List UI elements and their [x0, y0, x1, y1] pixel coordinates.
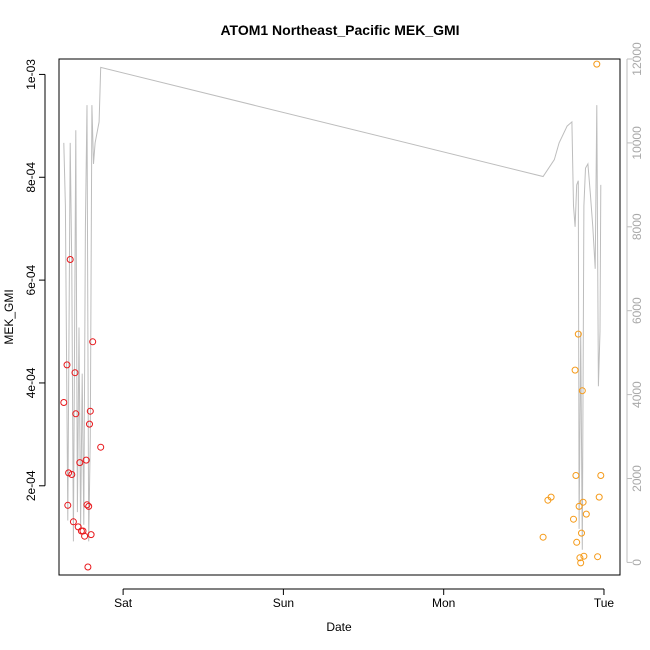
y-axis-left: 2e-04 4e-04 6e-04 8e-04 1e-03: [24, 59, 46, 501]
data-point-series-1: [89, 338, 97, 346]
y2-tick-label: 10000: [630, 126, 644, 160]
y2-tick-label: 6000: [630, 297, 644, 324]
y-axis-title: MEK_GMI: [2, 289, 16, 344]
altitude-line: [63, 66, 602, 550]
data-point-series-1: [97, 443, 105, 451]
data-point-series-1: [86, 407, 94, 415]
data-point-series-2: [594, 553, 602, 561]
series-layer: [60, 60, 605, 571]
data-point-series-1: [87, 531, 95, 539]
y-tick-label: 1e-03: [24, 59, 38, 90]
data-point-series-2: [579, 498, 587, 506]
data-point-series-2: [580, 552, 588, 560]
y2-tick-label: 8000: [630, 213, 644, 240]
chart-title: ATOM1 Northeast_Pacific MEK_GMI: [220, 22, 459, 38]
y-tick-label: 2e-04: [24, 470, 38, 501]
data-point-series-2: [570, 515, 577, 523]
y-tick-label: 6e-04: [24, 264, 38, 295]
data-point-series-2: [572, 472, 580, 479]
x-tick-label: Mon: [432, 596, 455, 610]
y2-tick-label: 0: [630, 559, 644, 566]
data-point-series-1: [86, 420, 93, 428]
data-point-series-1: [72, 410, 80, 418]
x-tick-label: Sun: [273, 596, 294, 610]
y2-tick-label: 2000: [630, 465, 644, 492]
data-point-series-2: [597, 472, 605, 479]
y2-tick-label: 12000: [630, 42, 644, 76]
data-point-series-1: [60, 399, 68, 406]
data-point-series-2: [582, 510, 590, 518]
data-point-series-2: [576, 554, 584, 562]
y-axis-right: 0 2000 4000 6000 8000 10000 12000: [626, 42, 644, 566]
data-point-series-1: [82, 456, 90, 464]
data-point-series-2: [547, 493, 555, 501]
data-point-series-1: [83, 501, 91, 509]
data-point-series-2: [578, 387, 586, 395]
x-tick-label: Sat: [114, 596, 133, 610]
x-tick-label: Tue: [594, 596, 615, 610]
data-point-series-1: [66, 256, 74, 263]
y-tick-label: 8e-04: [24, 162, 38, 193]
data-point-series-2: [578, 529, 585, 537]
data-point-series-2: [575, 502, 583, 510]
x-axis-title: Date: [326, 620, 352, 634]
y2-tick-label: 4000: [630, 381, 644, 408]
data-point-series-1: [68, 471, 76, 478]
data-point-series-1: [76, 459, 84, 467]
data-point-series-2: [539, 533, 547, 541]
data-point-series-1: [81, 532, 89, 540]
data-point-series-2: [573, 538, 581, 546]
data-point-series-2: [577, 559, 585, 567]
data-point-series-1: [69, 518, 77, 526]
x-axis: Sat Sun Mon Tue: [114, 588, 615, 610]
data-point-series-1: [84, 563, 92, 571]
data-point-series-2: [595, 493, 603, 501]
data-point-series-1: [64, 501, 72, 509]
data-point-series-2: [571, 366, 579, 374]
data-point-series-1: [71, 369, 79, 377]
data-point-series-1: [85, 502, 93, 510]
data-point-series-2: [574, 330, 582, 338]
data-point-series-2: [593, 60, 601, 68]
data-point-series-1: [63, 361, 71, 369]
y-tick-label: 4e-04: [24, 367, 38, 398]
plot-frame: [58, 58, 621, 576]
